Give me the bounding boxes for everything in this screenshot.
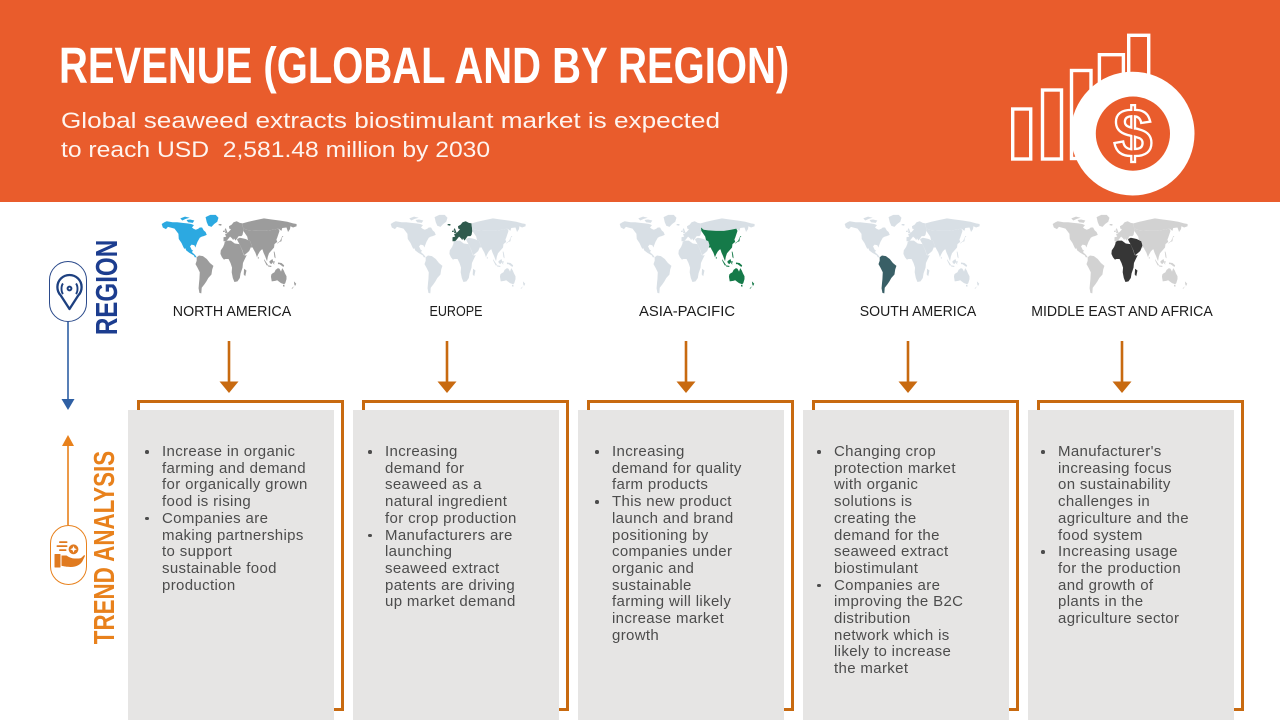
svg-text:$: $ [1114,94,1153,172]
